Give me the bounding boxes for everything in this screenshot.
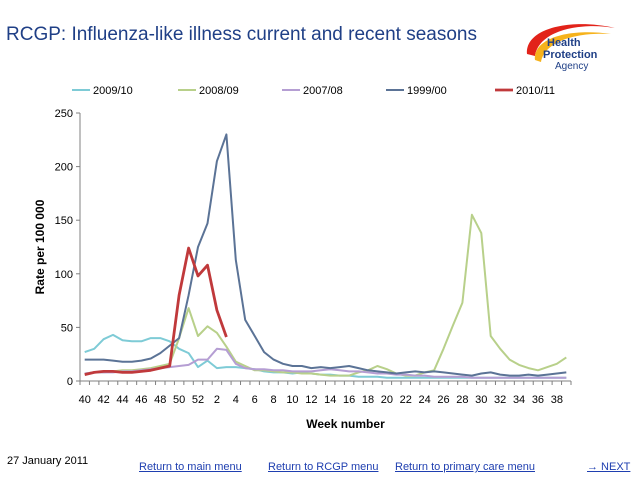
y-tick-label: 50: [61, 322, 73, 334]
series-line-2010-11: [84, 246, 228, 376]
x-tick-label: 44: [116, 394, 128, 406]
x-tick-label: 2: [214, 394, 220, 406]
logo-swoosh-yellow: [534, 32, 611, 62]
x-tick-label: 26: [437, 394, 449, 406]
x-tick-label: 6: [252, 394, 258, 406]
x-tick-label: 36: [532, 394, 544, 406]
y-axis-label: Rate per 100 000: [33, 199, 47, 294]
logo-swoosh-red: [526, 24, 615, 56]
x-tick-label: 22: [400, 394, 412, 406]
series-line-2008-09: [84, 213, 567, 377]
y-tick-label: 100: [55, 269, 73, 281]
return-primary-care-menu-link[interactable]: Return to primary care menu: [395, 461, 535, 473]
x-tick-label: 14: [324, 394, 336, 406]
logo-text-agency: Agency: [555, 61, 588, 72]
return-main-menu-link[interactable]: Return to main menu: [139, 461, 242, 473]
logo-text-protection: Protection: [543, 49, 598, 61]
logo-text-health: Health: [547, 37, 581, 49]
y-tick-label: 250: [55, 108, 73, 120]
slide-date: 27 January 2011: [7, 455, 89, 467]
legend-label-2009-10: 2009/10: [93, 85, 133, 97]
x-tick-label: 16: [343, 394, 355, 406]
y-tick-label: 150: [55, 215, 73, 227]
series-line-1999-00: [84, 133, 567, 377]
y-tick-label: 200: [55, 162, 73, 174]
return-rcgp-menu-link[interactable]: Return to RCGP menu: [268, 461, 379, 473]
x-tick-label: 52: [192, 394, 204, 406]
x-tick-label: 4: [233, 394, 239, 406]
x-tick-label: 32: [494, 394, 506, 406]
hpa-logo: Health Protection Agency: [526, 24, 615, 72]
x-tick-label: 18: [362, 394, 374, 406]
next-link[interactable]: → NEXT: [587, 461, 631, 473]
x-tick-label: 30: [475, 394, 487, 406]
legend-label-2010-11: 2010/11: [516, 85, 555, 97]
x-tick-label: 34: [513, 394, 525, 406]
x-tick-label: 46: [135, 394, 147, 406]
x-tick-label: 10: [286, 394, 298, 406]
legend-label-2008-09: 2008/09: [199, 85, 239, 97]
x-tick-label: 12: [305, 394, 317, 406]
x-tick-label: 8: [271, 394, 277, 406]
x-tick-label: 50: [173, 394, 185, 406]
legend-label-2007-08: 2007/08: [303, 85, 343, 97]
x-tick-label: 20: [381, 394, 393, 406]
x-axis-label: Week number: [306, 417, 385, 431]
page-title: RCGP: Influenza-like illness current and…: [6, 24, 478, 45]
x-tick-label: 48: [154, 394, 166, 406]
x-tick-label: 42: [97, 394, 109, 406]
x-tick-label: 38: [551, 394, 563, 406]
x-tick-label: 24: [419, 394, 431, 406]
y-tick-label: 0: [67, 376, 73, 388]
legend-label-1999-00: 1999/00: [407, 85, 447, 97]
x-tick-label: 28: [456, 394, 468, 406]
x-tick-label: 40: [79, 394, 91, 406]
